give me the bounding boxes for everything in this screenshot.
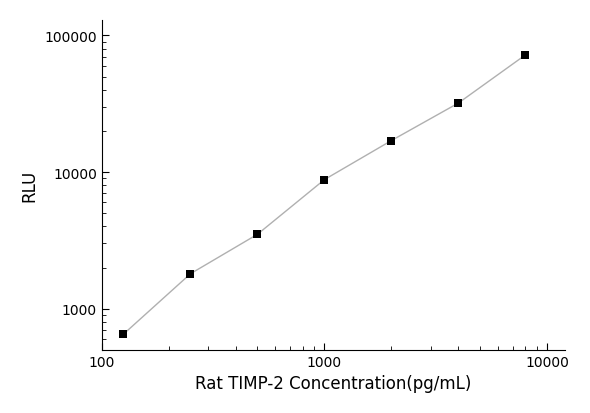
- Y-axis label: RLU: RLU: [21, 169, 39, 202]
- X-axis label: Rat TIMP-2 Concentration(pg/mL): Rat TIMP-2 Concentration(pg/mL): [195, 374, 471, 392]
